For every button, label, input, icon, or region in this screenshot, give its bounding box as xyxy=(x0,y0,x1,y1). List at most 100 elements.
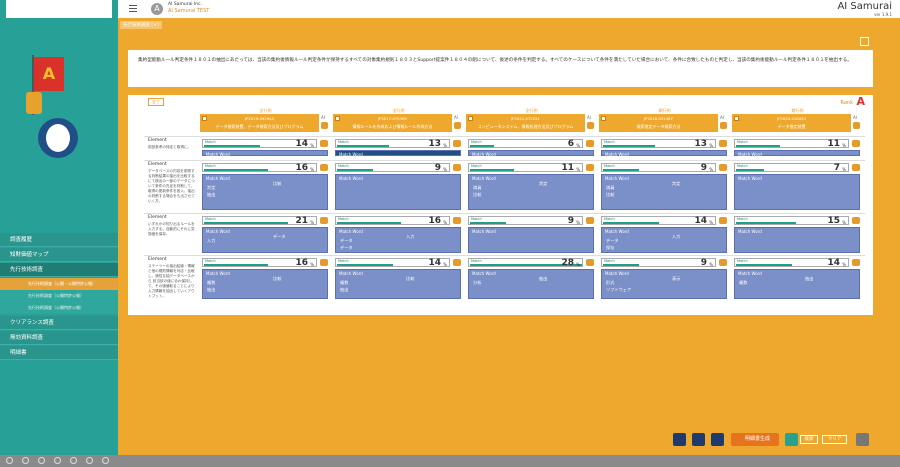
score-value: 14 xyxy=(295,139,308,149)
score-value: 7 xyxy=(833,163,840,173)
export-icon[interactable] xyxy=(860,37,869,46)
match-word-title: Match Word xyxy=(339,229,363,234)
thumb-icon[interactable] xyxy=(320,140,328,147)
thumb-icon[interactable] xyxy=(320,164,328,171)
thumb-icon[interactable] xyxy=(853,122,860,129)
thumb-icon[interactable] xyxy=(852,140,860,147)
column-header[interactable]: JP2018-031467 検索推定データ検索方法 xyxy=(599,114,718,132)
thumb-icon[interactable] xyxy=(453,217,461,224)
score-bar xyxy=(736,145,780,147)
patent-number: JP2021-072521 xyxy=(511,116,540,121)
menu-item[interactable]: 明細書 xyxy=(0,346,118,360)
column-header[interactable]: JP2019-092944 データ検索装置、データ検索方法及びプログラム xyxy=(200,114,319,132)
score-value: 14 xyxy=(694,216,707,226)
footer-icon[interactable] xyxy=(70,457,77,464)
generate-button[interactable]: 明細書生成 xyxy=(731,433,779,446)
match-label: Match xyxy=(604,164,615,168)
column-status: 全行例 xyxy=(392,108,405,113)
score-box: Match 16% xyxy=(335,216,450,226)
column-header[interactable]: JP2017-075369 情報ルールを作成および情報ルール作成方法 xyxy=(333,114,452,132)
thumb-icon[interactable] xyxy=(453,140,461,147)
avatar[interactable]: A xyxy=(151,3,163,15)
submenu-item[interactable]: 先行技術調査（公開特許公報） xyxy=(0,302,118,314)
clear-button[interactable]: クリア xyxy=(822,435,847,444)
match-word-title: Match Word xyxy=(738,271,762,276)
match-word-box: Match Word 複数 抽出 xyxy=(734,269,860,299)
filter-tag[interactable]: 全て xyxy=(148,98,164,106)
match-word-box: Match Word xyxy=(202,150,328,157)
row-divider xyxy=(144,136,865,137)
score-value: 16 xyxy=(428,216,441,226)
menu-item[interactable]: 無効資料調査 xyxy=(0,331,118,345)
footer-icon[interactable] xyxy=(6,457,13,464)
delete-button[interactable] xyxy=(856,433,869,446)
score-box: Match 11% xyxy=(468,163,583,173)
hamburger[interactable] xyxy=(129,5,137,12)
thumb-icon[interactable] xyxy=(454,122,461,129)
thumb-icon[interactable] xyxy=(852,164,860,171)
claim-text: 集約型能動ルール判定条件１８０１の抽出にあたっては、当該の集約後情報ルール判定条… xyxy=(138,58,852,63)
thumb-icon[interactable] xyxy=(453,164,461,171)
thumb-icon[interactable] xyxy=(719,164,727,171)
export-button[interactable] xyxy=(692,433,705,446)
score-value: 13 xyxy=(428,139,441,149)
thumb-icon[interactable] xyxy=(719,140,727,147)
footer-icon[interactable] xyxy=(22,457,29,464)
thumb-icon[interactable] xyxy=(321,122,328,129)
match-label: Match xyxy=(604,217,615,221)
tab[interactable]: 先行技術調査 [×] xyxy=(120,21,162,29)
footer-icon[interactable] xyxy=(54,457,61,464)
footer-icon[interactable] xyxy=(86,457,93,464)
menu-item[interactable]: 知財価値マップ xyxy=(0,248,118,262)
company: AI Samurai Inc. xyxy=(168,2,203,7)
match-word-box: Match Word xyxy=(468,227,594,253)
search-button[interactable]: 検索 xyxy=(800,435,818,444)
thumb-icon[interactable] xyxy=(586,140,594,147)
score-unit: % xyxy=(709,220,713,225)
ai-label: AI xyxy=(853,115,857,120)
match-word-title: Match Word xyxy=(339,152,363,157)
search-icon[interactable] xyxy=(785,433,798,446)
menu-item[interactable]: 調査履歴 xyxy=(0,233,118,247)
thumb-icon[interactable] xyxy=(719,259,727,266)
thumb-icon[interactable] xyxy=(852,217,860,224)
score-bar xyxy=(736,222,796,224)
zoom-button[interactable] xyxy=(711,433,724,446)
match-word-title: Match Word xyxy=(206,229,230,234)
match-word: データ xyxy=(340,238,353,243)
thumb-icon[interactable] xyxy=(320,217,328,224)
thumb-icon[interactable] xyxy=(587,122,594,129)
result-cell: Match 9% Match Word 満員 判定 比較 xyxy=(599,162,730,212)
menu-item[interactable]: クリアランス調査 xyxy=(0,316,118,330)
column-header[interactable]: JP2020-018053 データ推定装置 xyxy=(732,114,851,132)
thumb-icon[interactable] xyxy=(586,259,594,266)
result-cell: Match 7% Match Word xyxy=(732,162,863,212)
thumb-icon[interactable] xyxy=(586,164,594,171)
result-cell: Match 14% Match Word 複数 抽出 xyxy=(732,257,863,301)
match-word-title: Match Word xyxy=(206,176,230,181)
match-label: Match xyxy=(338,259,349,263)
thumb-icon[interactable] xyxy=(453,259,461,266)
thumb-icon[interactable] xyxy=(852,259,860,266)
patent-number: JP2020-018053 xyxy=(777,116,806,121)
column-header[interactable]: JP2021-072521 コンピュータシステム、情報処理方法及びプログラム xyxy=(466,114,585,132)
match-word: 比較 xyxy=(406,276,415,281)
thumb-icon[interactable] xyxy=(719,217,727,224)
layers-button[interactable] xyxy=(673,433,686,446)
thumb-icon[interactable] xyxy=(720,122,727,129)
thumb-icon[interactable] xyxy=(320,259,328,266)
submenu-item[interactable]: 先行技術調査（公開・公開特許公報） xyxy=(0,278,118,290)
footer-icon[interactable] xyxy=(38,457,45,464)
match-label: Match xyxy=(205,140,216,144)
submenu-item[interactable]: 先行技術調査（公開特許公報） xyxy=(0,290,118,302)
menu-item[interactable]: 先行技術調査 xyxy=(0,263,118,277)
match-label: Match xyxy=(338,164,349,168)
match-label: Match xyxy=(471,164,482,168)
footer-icon[interactable] xyxy=(102,457,109,464)
thumb-icon[interactable] xyxy=(586,217,594,224)
score-unit: % xyxy=(842,220,846,225)
match-label: Match xyxy=(604,140,615,144)
score-unit: % xyxy=(709,167,713,172)
match-word: 複数 xyxy=(739,280,748,285)
match-word: データ xyxy=(273,234,286,239)
